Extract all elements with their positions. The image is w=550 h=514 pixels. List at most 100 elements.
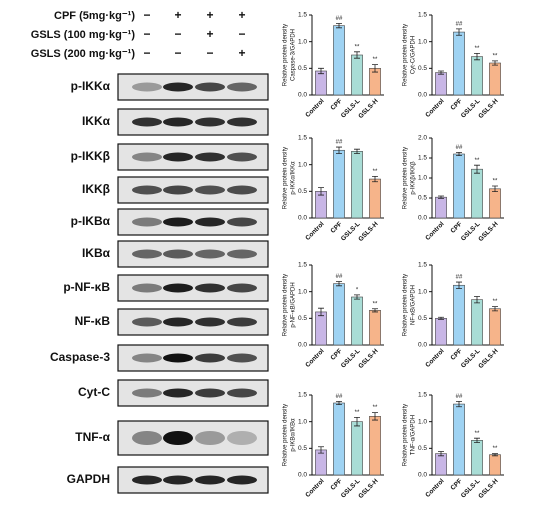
bar <box>333 402 345 476</box>
blot-band <box>195 152 225 162</box>
significance-label: ** <box>373 57 378 63</box>
protein-label: NF-κB <box>75 314 111 328</box>
treatment-sign: + <box>238 46 245 60</box>
bar-chart: 0.0 0.5 1.0 1.5 2.0 Relative protein density p… <box>403 135 504 243</box>
blot-band <box>195 475 225 485</box>
blot-band <box>195 353 225 363</box>
x-tick-label: Control <box>424 221 445 242</box>
y-tick-label: 1.0 <box>418 175 427 182</box>
y-axis-label: Relative protein density <box>403 274 409 336</box>
x-tick-label: GSLS-H <box>477 97 500 120</box>
y-tick-label: 1.0 <box>418 288 427 295</box>
protein-label: IKKβ <box>82 182 110 196</box>
error-bar <box>372 64 378 73</box>
y-axis-label: NF-κB/GAPDH <box>411 285 417 325</box>
error-bar <box>318 187 324 196</box>
protein-label: p-IKBα <box>71 214 111 228</box>
bar <box>333 283 345 346</box>
y-tick-label: 0.0 <box>418 342 427 349</box>
y-tick-label: 0.0 <box>298 472 307 479</box>
error-bar <box>474 164 480 174</box>
x-tick-label: GSLS-H <box>357 477 380 500</box>
blot-band <box>163 185 193 195</box>
bar <box>471 299 483 346</box>
blot-band <box>132 431 162 445</box>
y-tick-label: 1.5 <box>418 392 427 399</box>
blot-band <box>163 388 193 398</box>
blot-band <box>227 283 257 293</box>
significance-label: ** <box>373 405 378 411</box>
bar <box>471 168 483 219</box>
y-axis-label: p-IKKα/IKKα <box>291 161 297 195</box>
blot-band <box>163 317 193 327</box>
y-axis-label: Relative protein density <box>283 404 289 466</box>
blot-band <box>132 82 162 92</box>
protein-label: Caspase-3 <box>50 350 110 364</box>
y-axis-label: Relative protein density <box>403 404 409 466</box>
blot-band <box>227 249 257 259</box>
x-tick-label: CPF <box>449 221 463 235</box>
bar <box>435 453 447 476</box>
significance-label: ** <box>475 431 480 437</box>
error-bar <box>438 70 444 75</box>
y-tick-label: 0.5 <box>418 445 427 452</box>
x-tick-label: GSLS-H <box>357 220 380 243</box>
bar <box>489 188 501 219</box>
significance-label: ** <box>493 299 498 305</box>
bar <box>333 149 345 219</box>
significance-label: ## <box>456 21 463 27</box>
treatment-sign: − <box>206 46 213 60</box>
blot-band <box>227 475 257 485</box>
error-bar <box>492 306 498 312</box>
significance-label: ** <box>355 410 360 416</box>
error-bar <box>456 281 462 289</box>
blot-band <box>195 431 225 445</box>
y-tick-label: 2.0 <box>418 135 427 142</box>
x-tick-label: Control <box>424 98 445 119</box>
y-tick-label: 0.5 <box>418 65 427 72</box>
blot-band <box>227 185 257 195</box>
y-tick-label: 0.5 <box>298 445 307 452</box>
y-tick-label: 1.5 <box>298 262 307 269</box>
blot-band <box>227 353 257 363</box>
y-tick-label: 1.0 <box>298 161 307 168</box>
significance-label: ** <box>493 53 498 59</box>
y-tick-label: 1.0 <box>298 38 307 45</box>
blot-band <box>195 317 225 327</box>
significance-label: ** <box>475 46 480 52</box>
y-tick-label: 1.0 <box>418 418 427 425</box>
bar <box>369 310 381 346</box>
y-tick-label: 0.0 <box>418 472 427 479</box>
blot-band <box>195 82 225 92</box>
blot-band <box>195 185 225 195</box>
blot-band <box>195 217 225 227</box>
x-tick-label: Control <box>424 348 445 369</box>
treatment-sign: + <box>206 8 213 22</box>
bar-chart: 0.0 0.5 1.0 1.5 Relative protein density Casp… <box>283 12 384 120</box>
bar-chart: 0.0 0.5 1.0 1.5 Relative protein density NF-κ… <box>403 262 504 370</box>
error-bar <box>438 316 444 320</box>
error-bar <box>318 307 324 317</box>
treatment-label: CPF (5mg·kg⁻¹) <box>54 10 135 22</box>
blot-band <box>227 388 257 398</box>
blot-band <box>195 117 225 127</box>
error-bar <box>354 148 360 154</box>
bar <box>453 403 465 476</box>
error-bar <box>474 296 480 304</box>
treatment-sign: + <box>206 27 213 41</box>
blot-band <box>132 475 162 485</box>
bar <box>351 421 363 476</box>
y-tick-label: 1.0 <box>418 38 427 45</box>
x-tick-label: GSLS-H <box>357 347 380 370</box>
blot-band <box>132 388 162 398</box>
x-tick-label: CPF <box>329 478 343 492</box>
blot-band <box>163 152 193 162</box>
blot-band <box>163 475 193 485</box>
error-bar <box>456 152 462 156</box>
bar <box>453 31 465 96</box>
bar <box>471 440 483 476</box>
significance-label: ## <box>456 275 463 281</box>
significance-label: ## <box>336 394 343 400</box>
x-tick-label: CPF <box>449 348 463 362</box>
